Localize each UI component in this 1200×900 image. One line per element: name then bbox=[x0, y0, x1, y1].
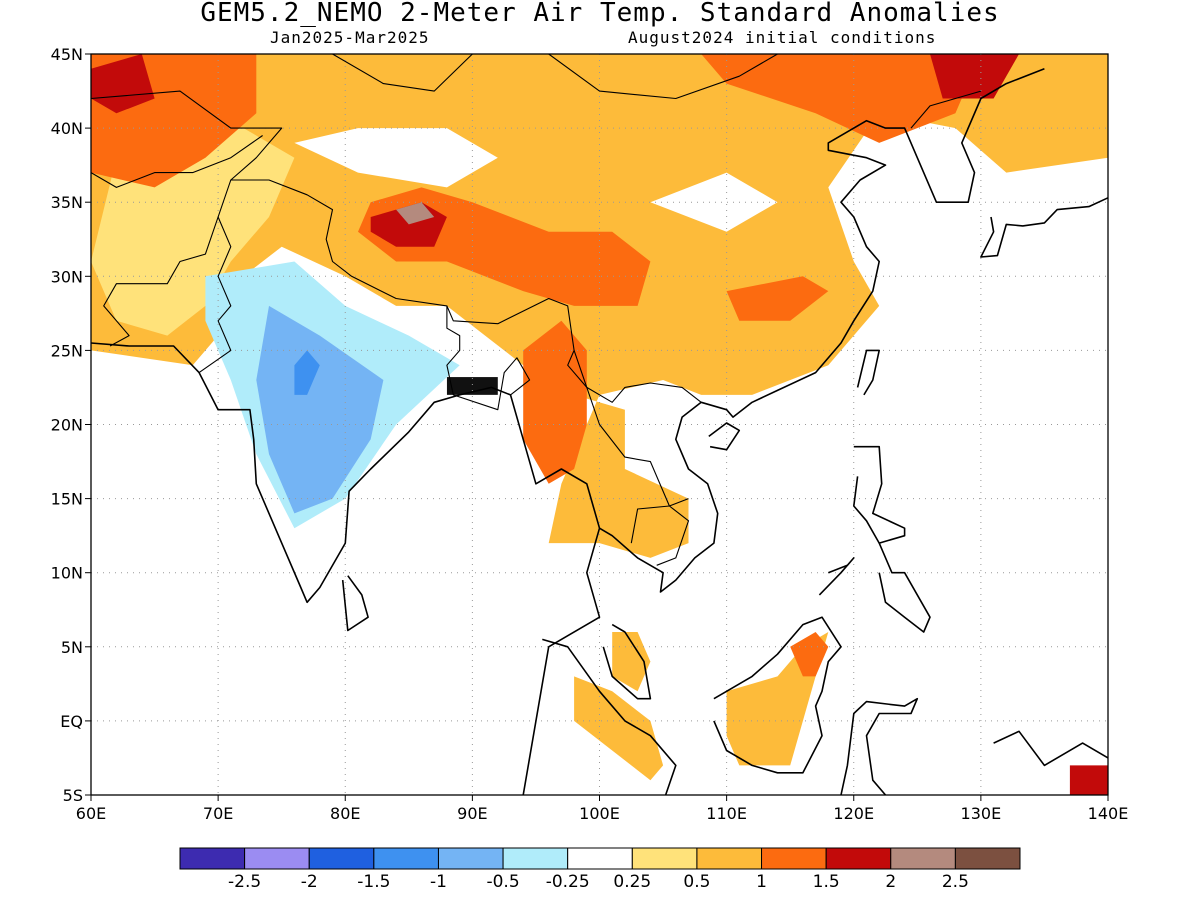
anomaly-fill-layer bbox=[91, 54, 1108, 795]
lat-label: 25N bbox=[51, 341, 83, 360]
colorbar-label: 2 bbox=[885, 872, 896, 892]
anomaly-region-north-china-dark bbox=[930, 54, 1019, 99]
lat-label: 30N bbox=[51, 267, 83, 286]
anomaly-region-south-china-red bbox=[726, 276, 829, 321]
anomaly-region-white-tibet bbox=[294, 128, 498, 188]
anomaly-region-malaya bbox=[612, 632, 651, 692]
coastline bbox=[818, 557, 855, 596]
lon-label: 140E bbox=[1088, 804, 1129, 823]
colorbar-swatch bbox=[890, 847, 956, 870]
colorbar-swatch bbox=[567, 847, 633, 870]
country-border bbox=[103, 179, 232, 347]
lat-label: 45N bbox=[51, 45, 83, 64]
coastline bbox=[856, 349, 881, 396]
colorbar-label: 0.5 bbox=[683, 872, 710, 892]
lon-label: 130E bbox=[961, 804, 1002, 823]
colorbar-swatch bbox=[373, 847, 439, 870]
anomaly-region-tibet-brown bbox=[396, 202, 435, 225]
delta-cell-0 bbox=[446, 377, 498, 395]
colorbar-label: 1.5 bbox=[813, 872, 840, 892]
colorbar-label: -0.5 bbox=[486, 872, 519, 892]
colorbar-swatch bbox=[696, 847, 763, 870]
anomaly-region-sumatra bbox=[574, 676, 664, 781]
colorbar-label: -1 bbox=[430, 872, 447, 892]
colorbar-swatch bbox=[308, 847, 375, 870]
lon-label: 60E bbox=[76, 804, 106, 823]
coastline bbox=[599, 68, 1045, 593]
lat-label: 40N bbox=[51, 119, 83, 138]
lat-label: 20N bbox=[51, 416, 83, 435]
country-border bbox=[446, 305, 531, 411]
anomaly-region-north-belt bbox=[91, 54, 1108, 558]
colorbar: -2.5 -2 -1.5 -1 -0.5 -0.25 0.25 0.5 1 1.5 2 2.5 bbox=[179, 847, 1021, 892]
colorbar-label: 0.25 bbox=[613, 872, 651, 892]
colorbar-swatch bbox=[631, 847, 698, 870]
country-border bbox=[656, 498, 690, 566]
lon-label: 120E bbox=[833, 804, 874, 823]
lat-label: 5S bbox=[63, 786, 83, 805]
coastline bbox=[713, 616, 842, 774]
colorbar-swatch bbox=[761, 847, 827, 870]
country-border bbox=[91, 135, 263, 188]
colorbar-swatch bbox=[437, 847, 504, 870]
lat-label: 15N bbox=[51, 490, 83, 509]
colorbar-swatch bbox=[244, 847, 310, 870]
coastline bbox=[852, 445, 906, 544]
colorbar-label: -0.25 bbox=[546, 872, 590, 892]
anomaly-region-newguinea bbox=[1069, 765, 1108, 795]
lon-label: 110E bbox=[706, 804, 747, 823]
anomaly-region-north-china-red bbox=[701, 54, 981, 143]
country-border bbox=[548, 54, 778, 100]
coastline bbox=[542, 638, 677, 795]
colorbar-label: -1.5 bbox=[357, 872, 390, 892]
map-subtitle-period: Jan2025-Mar2025 bbox=[270, 28, 430, 47]
country-border bbox=[910, 90, 982, 129]
colorbar-label: 1 bbox=[756, 872, 767, 892]
coastline bbox=[980, 197, 1108, 258]
anomaly-region-myanmar-red bbox=[523, 320, 587, 484]
lon-label: 90E bbox=[457, 804, 487, 823]
map-subtitle-initial-conditions: August2024 initial conditions bbox=[628, 28, 937, 47]
anomaly-region-india-deep bbox=[294, 350, 320, 395]
lon-label: 70E bbox=[203, 804, 233, 823]
coastline-layer bbox=[91, 54, 1108, 795]
coastline bbox=[993, 730, 1108, 767]
colorbar-label: -2 bbox=[301, 872, 318, 892]
colorbar-swatch bbox=[825, 847, 892, 870]
anomaly-region-white-china bbox=[650, 172, 778, 232]
anomaly-region-borneo-red bbox=[790, 632, 829, 677]
country-border bbox=[198, 216, 232, 374]
colorbar-swatch bbox=[954, 847, 1021, 870]
country-border bbox=[91, 90, 702, 403]
map-title: GEM5.2_NEMO 2-Meter Air Temp. Standard A… bbox=[200, 0, 1000, 28]
lon-label: 100E bbox=[579, 804, 620, 823]
coastline bbox=[91, 342, 601, 795]
colorbar-label: 2.5 bbox=[942, 872, 969, 892]
coastline bbox=[341, 575, 369, 632]
coastline bbox=[840, 697, 919, 795]
colorbar-label: -2.5 bbox=[228, 872, 261, 892]
lat-label: 35N bbox=[51, 193, 83, 212]
lat-label: 10N bbox=[51, 564, 83, 583]
coastline bbox=[708, 422, 741, 451]
coastline bbox=[602, 623, 652, 700]
country-border bbox=[332, 54, 473, 92]
lat-label: EQ bbox=[60, 712, 83, 731]
lon-label: 80E bbox=[330, 804, 360, 823]
anomaly-region-northwest-dark bbox=[91, 54, 155, 114]
colorbar-swatch bbox=[502, 847, 569, 870]
coastline bbox=[878, 542, 931, 633]
country-border bbox=[573, 350, 670, 544]
anomaly-region-india-mid bbox=[256, 305, 384, 514]
lat-label: 5N bbox=[61, 638, 83, 657]
colorbar-swatch bbox=[179, 847, 246, 870]
